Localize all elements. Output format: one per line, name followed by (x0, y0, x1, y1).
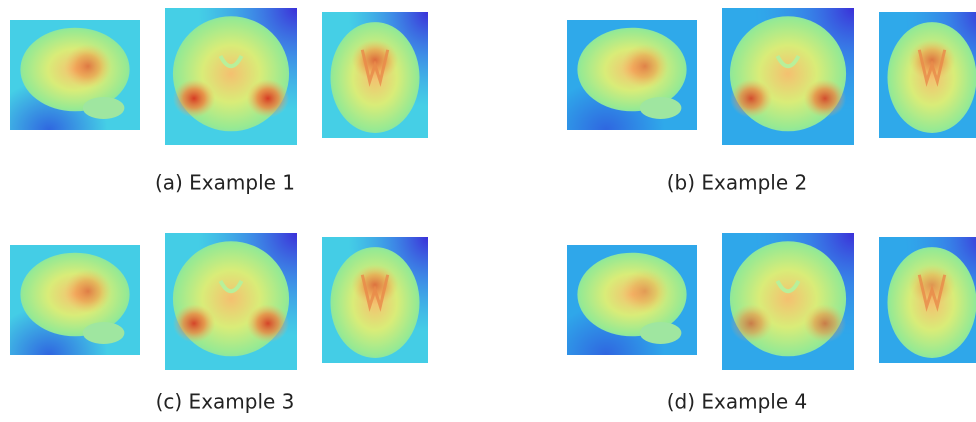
hotspot (622, 269, 669, 313)
cerebellum (640, 322, 682, 344)
coronal-slice (165, 233, 297, 370)
caption: (b) Example 2 (667, 171, 808, 195)
axial-slice (322, 12, 428, 138)
panel-c: (c) Example 3 (10, 233, 428, 414)
hotspot (730, 79, 772, 117)
sagittal-slice (10, 20, 140, 130)
sagittal-slice (567, 245, 697, 355)
hotspot (173, 79, 215, 117)
hotspot (352, 265, 399, 305)
hotspot (247, 304, 289, 342)
hotspot (730, 304, 772, 342)
hotspot (909, 265, 956, 305)
coronal-slice (165, 8, 297, 145)
cerebellum (640, 97, 682, 119)
axial-slice (322, 237, 428, 363)
hotspot (909, 40, 956, 80)
caption: (a) Example 1 (155, 171, 295, 195)
sagittal-slice (567, 20, 697, 130)
caption: (d) Example 4 (667, 390, 808, 414)
hotspot (65, 44, 112, 88)
page: {"panels": [ {"caption": "(a) Example 1"… (0, 0, 976, 422)
axial-slice (879, 237, 976, 363)
hotspot (247, 79, 289, 117)
hotspot (622, 44, 669, 88)
hotspot (173, 304, 215, 342)
panel-d: (d) Example 4 (567, 233, 976, 414)
caption: (c) Example 3 (156, 390, 295, 414)
cerebellum (83, 97, 125, 119)
panel-b: (b) Example 2 (567, 8, 976, 195)
figure: (a) Example 1 (b) Example 2 (c) Example … (0, 0, 976, 422)
cerebellum (83, 322, 125, 344)
hotspot (804, 304, 846, 342)
hotspot (804, 79, 846, 117)
hotspot (352, 40, 399, 80)
coronal-slice (722, 233, 854, 370)
axial-slice (879, 12, 976, 138)
panel-a: (a) Example 1 (10, 8, 428, 195)
sagittal-slice (10, 245, 140, 355)
hotspot (65, 269, 112, 313)
coronal-slice (722, 8, 854, 145)
